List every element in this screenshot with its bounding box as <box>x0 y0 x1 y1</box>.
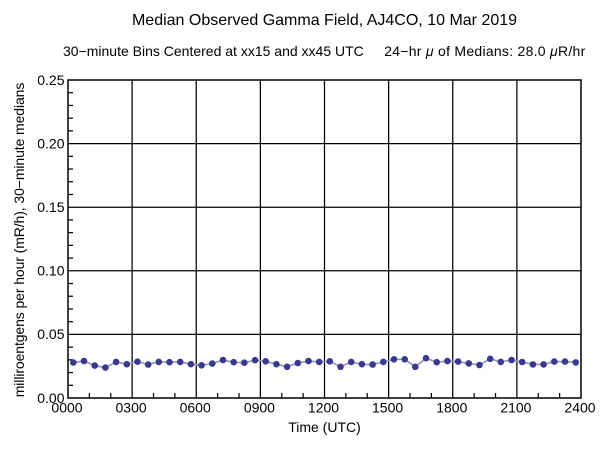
svg-text:0600: 0600 <box>180 400 211 416</box>
svg-text:0.15: 0.15 <box>37 199 64 215</box>
svg-text:0.25: 0.25 <box>37 72 64 88</box>
svg-text:2400: 2400 <box>564 400 595 416</box>
svg-text:1800: 1800 <box>436 400 467 416</box>
svg-text:1200: 1200 <box>308 400 339 416</box>
svg-text:milliroentgens per hour (mR/h): milliroentgens per hour (mR/h), 30−minut… <box>11 83 27 398</box>
svg-text:0900: 0900 <box>244 400 275 416</box>
svg-text:Time (UTC): Time (UTC) <box>288 419 361 435</box>
svg-text:0.00: 0.00 <box>37 390 64 406</box>
svg-text:0300: 0300 <box>116 400 147 416</box>
svg-text:0.05: 0.05 <box>37 326 64 342</box>
svg-text:0.10: 0.10 <box>37 263 64 279</box>
svg-text:Median Observed Gamma Field, A: Median Observed Gamma Field, AJ4CO, 10 M… <box>132 12 517 29</box>
svg-text:1500: 1500 <box>372 400 403 416</box>
svg-text:0000: 0000 <box>51 400 82 416</box>
svg-text:0.20: 0.20 <box>37 135 64 151</box>
svg-text:2100: 2100 <box>500 400 531 416</box>
svg-text:30−minute Bins Centered at xx1: 30−minute Bins Centered at xx15 and xx45… <box>63 43 364 59</box>
svg-text:24−hr μ of Medians: 28.0 μR/hr: 24−hr μ of Medians: 28.0 μR/hr <box>384 43 585 59</box>
